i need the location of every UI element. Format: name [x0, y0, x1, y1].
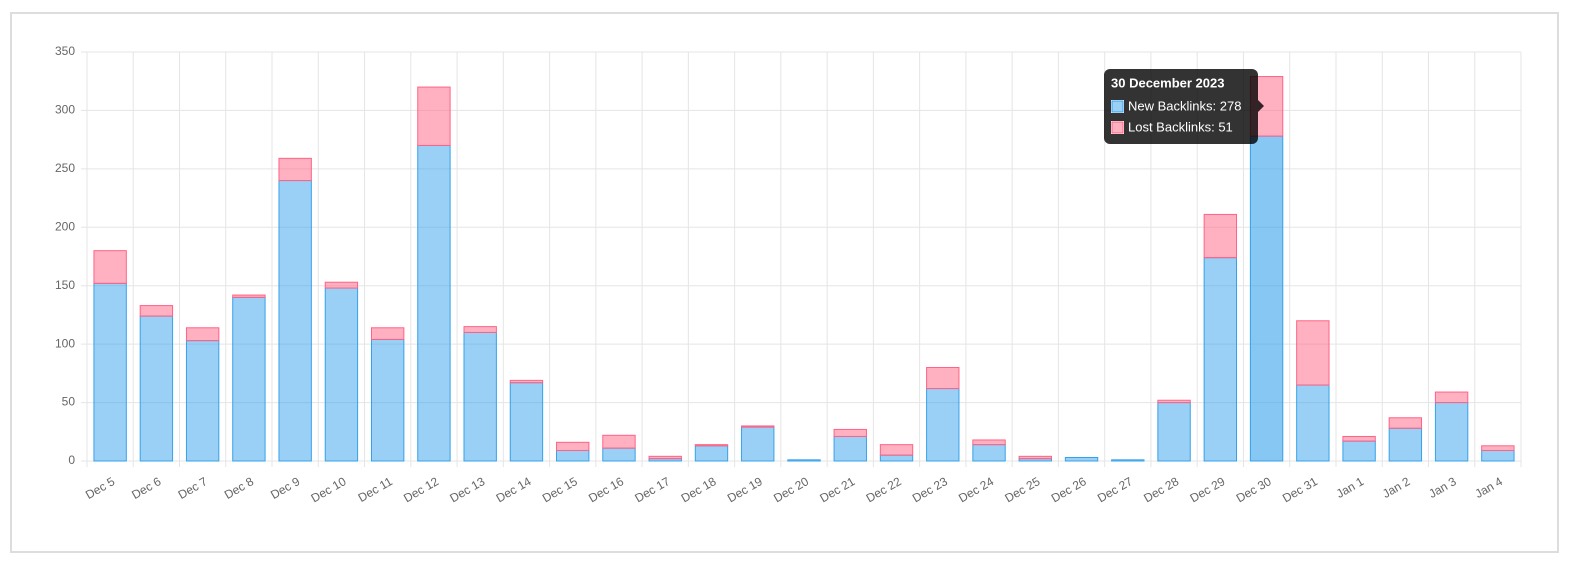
y-tick-label: 0 [68, 453, 75, 467]
bar-new [972, 444, 1006, 462]
bar-new [139, 315, 174, 462]
bar-new [1203, 257, 1238, 462]
bar-new [232, 296, 266, 462]
tooltip-title: 30 December 2023 [1111, 75, 1224, 90]
bar-lost [1157, 399, 1191, 404]
bar-new [1111, 459, 1145, 462]
bar-lost [694, 444, 729, 447]
bar-new [509, 382, 544, 462]
bar-lost [1296, 320, 1330, 386]
bar-new [879, 454, 914, 462]
bar-lost [1481, 445, 1515, 451]
bar-lost [556, 441, 590, 451]
tooltip-swatch-color [1111, 121, 1124, 134]
bar-lost [1342, 435, 1376, 442]
y-tick-label: 250 [55, 161, 75, 175]
bar-lost [139, 305, 174, 317]
bar-new [1157, 402, 1191, 462]
bar-lost [463, 326, 497, 333]
bar-lost [278, 157, 312, 182]
bar-lost [232, 294, 266, 298]
bar-lost [93, 250, 127, 284]
bar-lost [926, 367, 960, 390]
y-tick-label: 350 [55, 44, 75, 58]
bar-new [185, 340, 220, 462]
y-tick-label: 150 [55, 278, 75, 292]
bar-new [556, 449, 590, 462]
bar-new [324, 287, 359, 462]
bar-lost [648, 455, 682, 460]
bar-new [417, 144, 451, 462]
y-tick-label: 300 [55, 103, 75, 117]
bar-new [1388, 427, 1423, 462]
bar-new [1296, 384, 1330, 462]
bar-new [741, 426, 775, 462]
y-tick-label: 100 [55, 336, 75, 350]
bar-lost [509, 379, 544, 384]
bar-new [1342, 440, 1376, 462]
bar-lost [1203, 213, 1238, 259]
bar-new [463, 331, 497, 462]
tooltip-caret [1258, 100, 1264, 112]
bar-new [278, 180, 312, 462]
bar-lost [1388, 417, 1423, 429]
bar-new [370, 338, 405, 462]
card [10, 12, 1559, 553]
bar-new [833, 435, 867, 462]
y-tick-label: 50 [62, 395, 76, 409]
bar-new [93, 282, 127, 462]
bar-new [787, 459, 821, 462]
bar-lost [1434, 391, 1469, 404]
bar-new [1249, 135, 1284, 462]
bar-lost [1018, 455, 1052, 460]
bar-lost [602, 434, 636, 449]
bar-new [1481, 449, 1515, 462]
y-tick-label: 200 [55, 219, 75, 233]
bar-lost [972, 439, 1006, 446]
tooltip: 30 December 2023 New Backlinks: 278 Lost… [1104, 69, 1264, 144]
bar-lost [833, 428, 867, 437]
bar-new [694, 445, 729, 462]
bar-lost [879, 444, 914, 456]
tooltip-swatch-color [1111, 100, 1124, 113]
tooltip-line: Lost Backlinks: 51 [1128, 119, 1233, 134]
bar-lost [417, 86, 451, 146]
bar-new [602, 447, 636, 462]
bar-lost [185, 327, 220, 342]
bar-lost [370, 327, 405, 340]
bar-lost [741, 425, 775, 428]
tooltip-line: New Backlinks: 278 [1128, 98, 1241, 113]
bar-new [1064, 456, 1099, 462]
bar-new [926, 388, 960, 462]
tooltip-box [1104, 69, 1258, 144]
bar-lost [324, 281, 359, 289]
bar-new [1434, 402, 1469, 462]
